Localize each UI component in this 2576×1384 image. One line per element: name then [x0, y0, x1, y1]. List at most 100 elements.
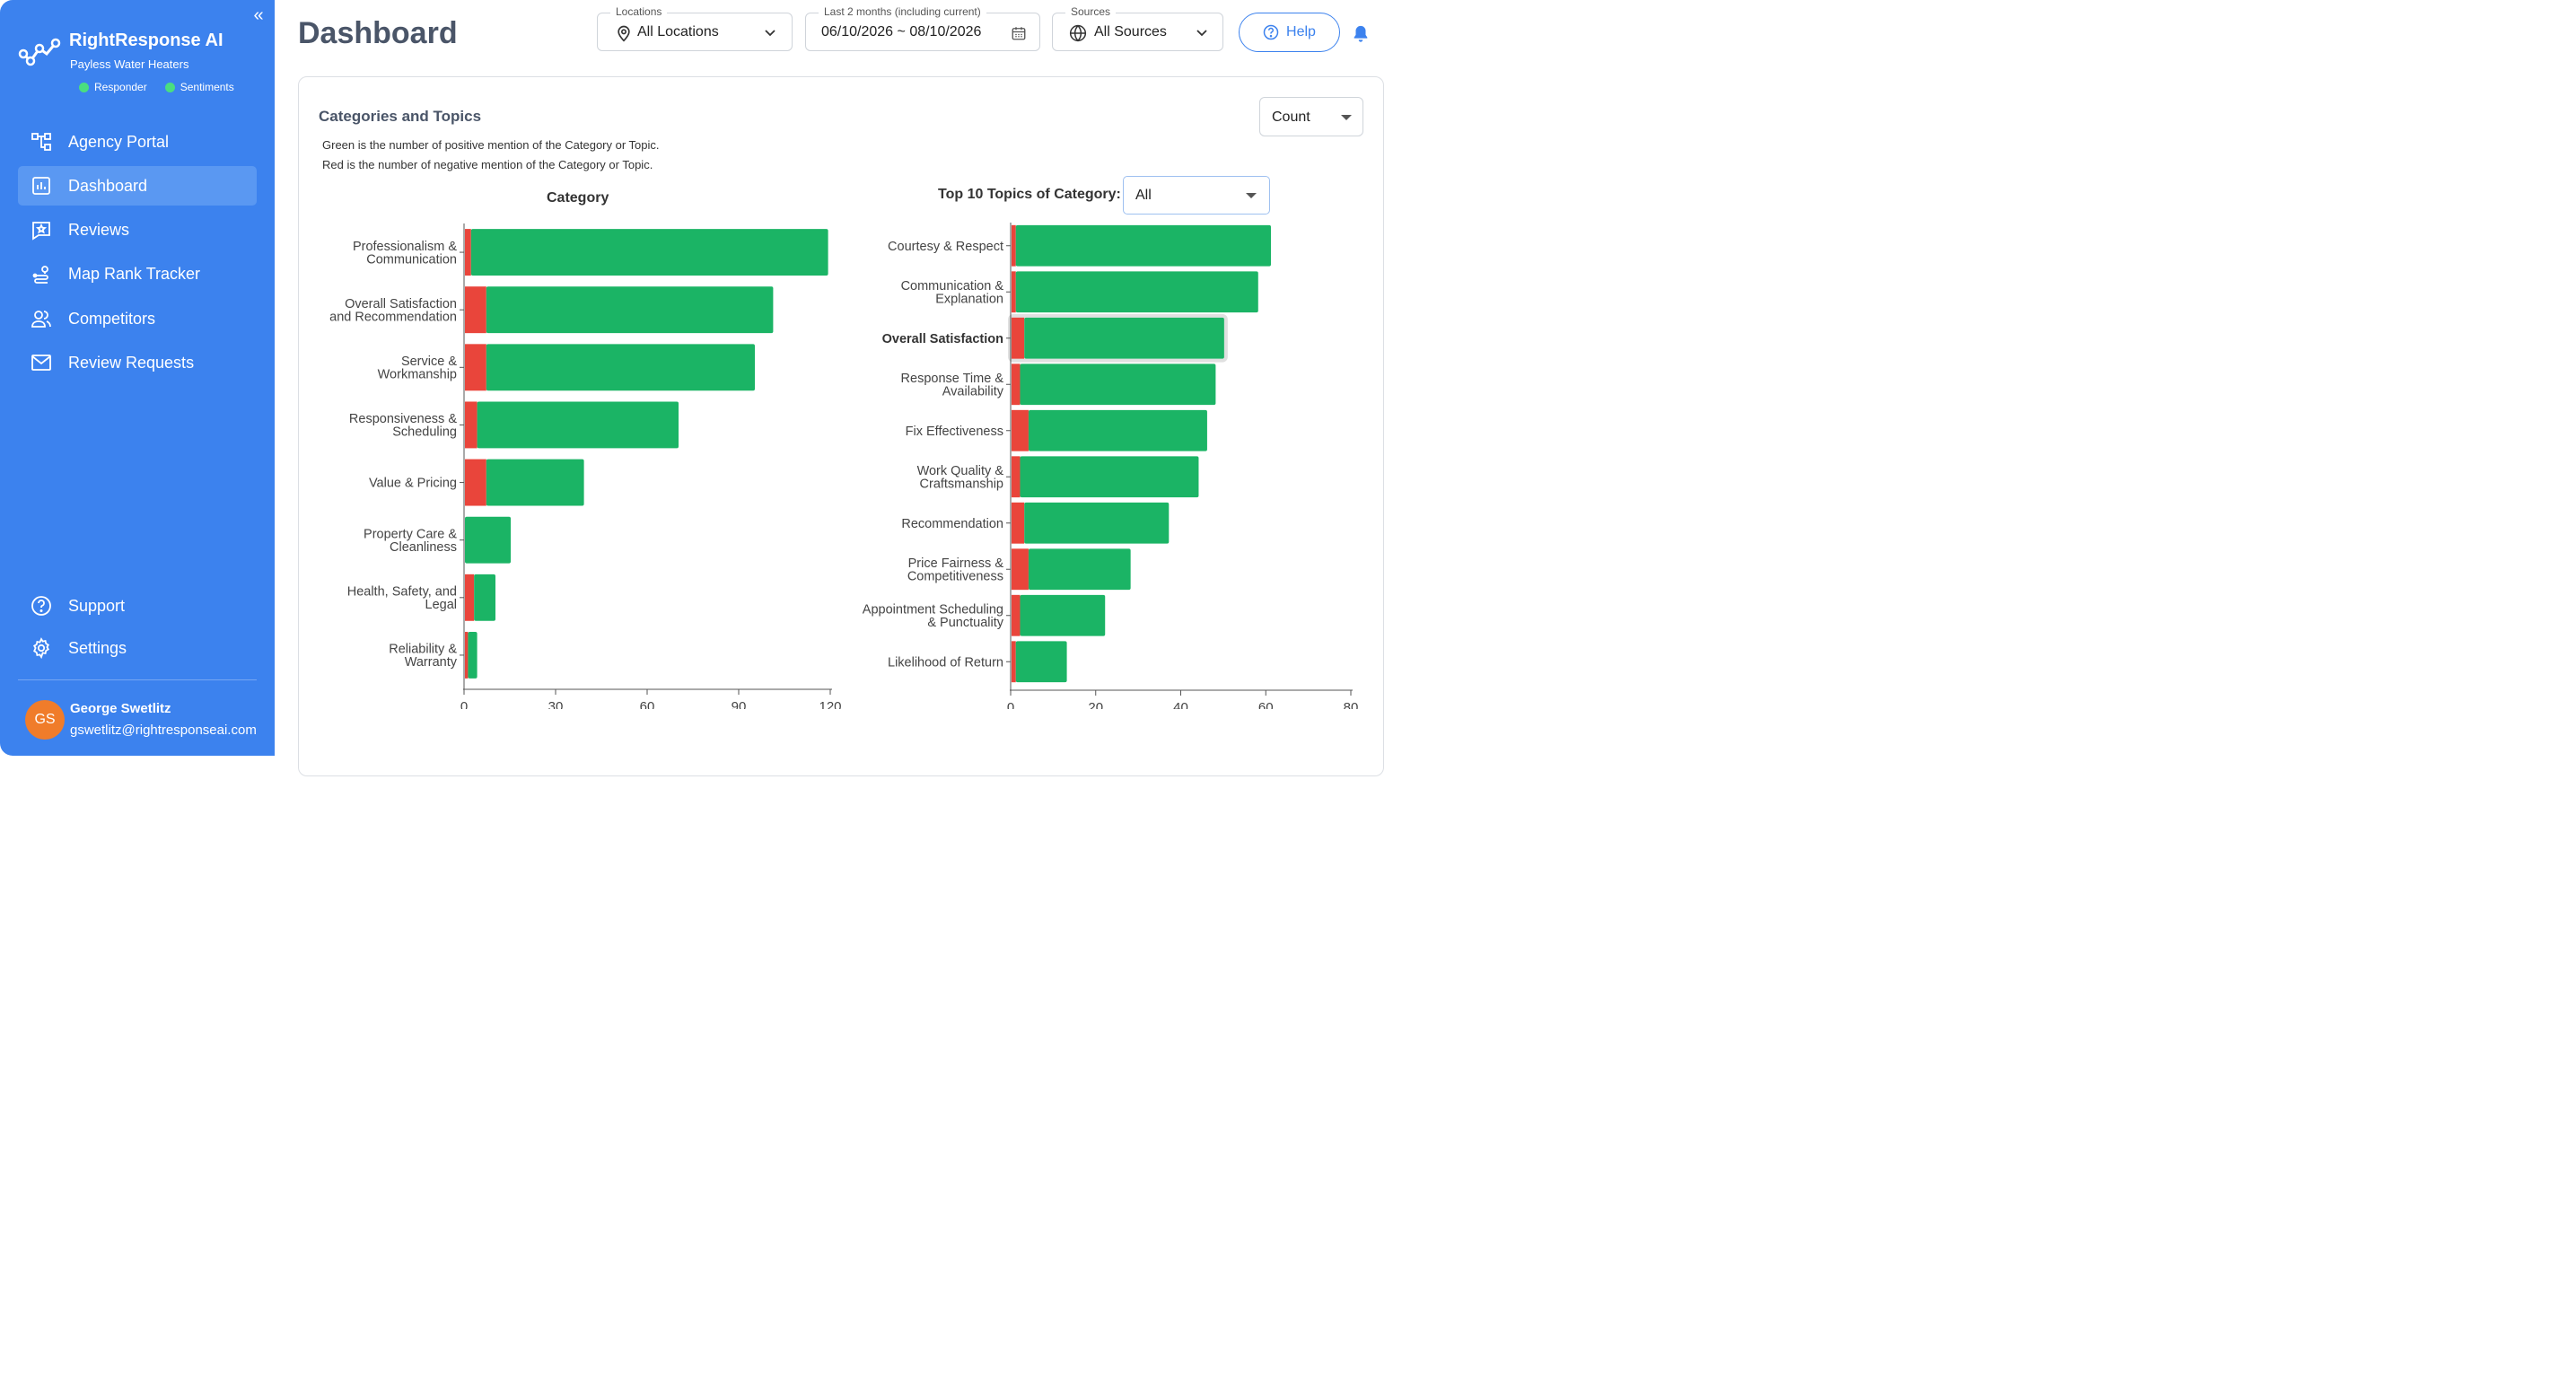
bar-positive[interactable]: [1024, 317, 1224, 359]
y-tick-label: Health, Safety, and Legal: [347, 585, 457, 613]
bar-positive[interactable]: [1020, 456, 1199, 498]
locations-value: All Locations: [637, 24, 719, 39]
bar-positive[interactable]: [477, 401, 679, 449]
sidebar: « RightResponse AI Payless Water Heaters…: [0, 0, 275, 756]
bar-group[interactable]: [465, 459, 584, 506]
bar-positive[interactable]: [474, 574, 495, 621]
bar-group[interactable]: [1012, 641, 1067, 683]
sidebar-item-map-rank-tracker[interactable]: Map Rank Tracker: [18, 255, 257, 294]
bar-group[interactable]: [1012, 409, 1207, 451]
bell-icon[interactable]: [1351, 23, 1371, 45]
bar-positive[interactable]: [486, 286, 774, 334]
sidebar-item-label: Review Requests: [68, 353, 195, 372]
x-tick-label: 90: [732, 699, 747, 709]
date-range-value: 06/10/2026 ~ 08/10/2026: [821, 24, 982, 39]
bar-chart-icon: [31, 175, 52, 197]
bar-positive[interactable]: [1020, 594, 1106, 636]
page-title: Dashboard: [298, 16, 458, 50]
bar-group[interactable]: [465, 286, 774, 334]
bar-positive[interactable]: [1028, 548, 1131, 591]
sidebar-item-agency-portal[interactable]: Agency Portal: [18, 122, 257, 162]
bar-negative[interactable]: [1012, 224, 1016, 267]
status-row: Responder Sentiments: [79, 81, 234, 93]
bar-positive[interactable]: [486, 459, 584, 506]
sidebar-item-reviews[interactable]: Reviews: [18, 211, 257, 250]
chevron-down-icon: [1196, 30, 1207, 37]
bar-negative[interactable]: [1012, 364, 1021, 406]
bar-group[interactable]: [1012, 548, 1131, 591]
bar-negative[interactable]: [1012, 594, 1021, 636]
bar-negative[interactable]: [465, 574, 475, 621]
card-title: Categories and Topics: [319, 108, 482, 125]
sidebar-item-settings[interactable]: Settings: [18, 628, 257, 668]
topics-category-select[interactable]: All: [1123, 176, 1270, 215]
x-tick-label: 30: [548, 699, 564, 709]
bar-group[interactable]: [1012, 456, 1199, 498]
bar-group[interactable]: [1012, 594, 1106, 636]
x-tick-label: 60: [1258, 700, 1274, 709]
bar-negative[interactable]: [1012, 456, 1021, 498]
y-tick-label: Service & Workmanship: [378, 355, 458, 382]
bar-negative[interactable]: [465, 401, 478, 449]
sidebar-item-support[interactable]: Support: [18, 586, 257, 626]
bar-group[interactable]: [465, 631, 478, 679]
y-tick-label: Communication & Explanation: [901, 279, 1004, 307]
bar-positive[interactable]: [1015, 271, 1258, 313]
y-tick-label: Property Care & Cleanliness: [364, 527, 457, 555]
bar-group[interactable]: [465, 574, 495, 621]
bar-negative[interactable]: [1012, 271, 1016, 313]
metric-select[interactable]: Count: [1259, 97, 1363, 136]
sidebar-item-competitors[interactable]: Competitors: [18, 299, 257, 338]
location-pin-icon: [618, 25, 630, 42]
bar-group[interactable]: [1012, 224, 1271, 267]
bar-negative[interactable]: [1012, 409, 1029, 451]
bar-positive[interactable]: [1015, 224, 1271, 267]
bar-positive[interactable]: [1015, 641, 1067, 683]
bar-negative[interactable]: [465, 631, 469, 679]
topics-label: Top 10 Topics of Category:: [938, 187, 1121, 202]
locations-select[interactable]: Locations All Locations: [597, 5, 793, 51]
sources-select[interactable]: Sources All Sources: [1052, 5, 1223, 51]
bar-group[interactable]: [465, 401, 679, 449]
y-tick-label: Recommendation: [901, 517, 1003, 531]
bar-group[interactable]: [465, 344, 755, 391]
help-button[interactable]: Help: [1239, 13, 1340, 52]
bar-positive[interactable]: [1024, 502, 1170, 544]
bar-negative[interactable]: [465, 286, 486, 334]
bar-group[interactable]: [1012, 271, 1258, 313]
x-tick-label: 120: [819, 699, 841, 709]
bar-negative[interactable]: [465, 344, 486, 391]
bar-group[interactable]: [465, 229, 828, 276]
app-window: « RightResponse AI Payless Water Heaters…: [0, 0, 1407, 776]
date-range-picker[interactable]: Last 2 months (including current) 06/10/…: [805, 5, 1040, 51]
hierarchy-icon: [31, 131, 52, 153]
sidebar-item-review-requests[interactable]: Review Requests: [18, 343, 257, 382]
bar-negative[interactable]: [1012, 641, 1016, 683]
avatar[interactable]: GS: [25, 700, 65, 740]
bar-group[interactable]: [465, 516, 511, 564]
bar-positive[interactable]: [486, 344, 755, 391]
bar-group[interactable]: [1012, 502, 1170, 544]
bar-positive[interactable]: [1028, 409, 1207, 451]
bar-positive[interactable]: [1020, 364, 1216, 406]
bar-group[interactable]: [1012, 364, 1216, 406]
y-tick-label: Fix Effectiveness: [906, 425, 1003, 439]
caret-down-icon: [1246, 193, 1257, 198]
status-dot-icon: [164, 82, 175, 92]
sidebar-item-label: Dashboard: [68, 176, 148, 195]
collapse-sidebar-icon[interactable]: «: [253, 5, 264, 25]
bar-positive[interactable]: [465, 516, 511, 564]
sidebar-item-dashboard[interactable]: Dashboard: [18, 166, 257, 206]
map-route-icon: [31, 264, 52, 285]
bar-negative[interactable]: [1012, 317, 1025, 359]
bar-positive[interactable]: [470, 229, 828, 276]
metric-select-value: Count: [1272, 109, 1310, 125]
bar-negative[interactable]: [1012, 502, 1025, 544]
chevron-down-icon: [765, 30, 775, 37]
sidebar-item-label: Settings: [68, 638, 127, 657]
bar-negative[interactable]: [465, 229, 471, 276]
bar-positive[interactable]: [468, 631, 478, 679]
bar-negative[interactable]: [1012, 548, 1029, 591]
bar-group[interactable]: [1008, 313, 1228, 363]
bar-negative[interactable]: [465, 459, 486, 506]
